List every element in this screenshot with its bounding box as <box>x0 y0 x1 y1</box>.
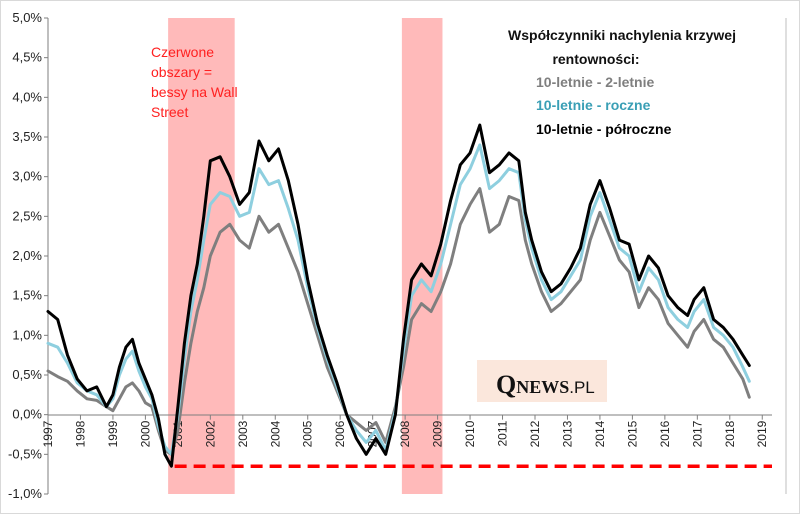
y-tick-label: 3,5% <box>12 129 42 144</box>
annotation-line-2: obszary = <box>151 64 212 80</box>
series-lines <box>46 123 751 468</box>
y-tick-label: 1,5% <box>12 288 42 303</box>
x-tick-label: 2015 <box>625 420 639 447</box>
y-tick-label: 2,5% <box>12 208 42 223</box>
y-tick-label: -0,5% <box>8 446 42 461</box>
x-tick-label: 2004 <box>268 420 282 447</box>
y-tick-label: 0,0% <box>12 407 42 422</box>
logo-background <box>477 360 607 402</box>
y-tick-label: 0,5% <box>12 367 42 382</box>
y-tick-label: 1,0% <box>12 327 42 342</box>
recession-annotation: Czerwone obszary = bessy na Wall Street <box>151 44 238 120</box>
x-tick-label: 2009 <box>431 420 445 447</box>
y-tick-label: 4,0% <box>12 89 42 104</box>
legend-item-10y-1y: 10-letnie - roczne <box>536 97 651 113</box>
x-tick-label: 2016 <box>658 420 672 447</box>
annotation-line-3: bessy na Wall <box>151 84 238 100</box>
annotation-line-4: Street <box>151 104 188 120</box>
x-tick-label: 1999 <box>106 420 120 447</box>
x-tick-label: 2005 <box>301 420 315 447</box>
x-tick-label: 2003 <box>236 420 250 447</box>
x-tick-label: 2018 <box>723 420 737 447</box>
annotation-line-1: Czerwone <box>151 44 214 60</box>
series-line-3 <box>46 123 751 468</box>
legend: Współczynniki nachylenia krzywej rentown… <box>508 27 736 137</box>
legend-title-line-1: Współczynniki nachylenia krzywej <box>508 27 736 43</box>
y-tick-label: 3,0% <box>12 169 42 184</box>
x-tick-label: 2012 <box>528 420 542 447</box>
qnews-logo: QNEWS.PL <box>477 360 607 402</box>
x-tick-label: 1998 <box>73 420 87 447</box>
x-tick-label: 2011 <box>496 420 510 446</box>
legend-title-line-2: rentowności: <box>552 51 639 67</box>
x-tick-label: 2013 <box>560 420 574 447</box>
x-tick-label: 2002 <box>203 420 217 447</box>
y-tick-label: -1,0% <box>8 486 42 501</box>
legend-item-10y-2y: 10-letnie - 2-letnie <box>536 74 654 90</box>
y-axis-ticks: 5,0% 4,5% 4,0% 3,5% 3,0% 2,5% 2,0% 1,5% 1,0% 0,5%… <box>8 10 48 501</box>
x-tick-label: 1997 <box>41 420 55 447</box>
x-tick-label: 2019 <box>755 420 769 447</box>
y-tick-label: 2,0% <box>12 248 42 263</box>
x-tick-label: 2017 <box>690 420 704 447</box>
legend-item-10y-6m: 10-letnie - półroczne <box>536 121 672 137</box>
x-tick-label: 2000 <box>138 420 152 447</box>
logo-text: QNEWS.PL <box>496 370 595 399</box>
x-tick-label: 2010 <box>463 420 477 447</box>
y-tick-label: 5,0% <box>12 10 42 25</box>
series-line-1 <box>46 187 751 456</box>
x-tick-label: 2006 <box>333 420 347 447</box>
y-tick-label: 4,5% <box>12 50 42 65</box>
x-tick-label: 2008 <box>398 420 412 447</box>
x-tick-label: 2014 <box>593 420 607 447</box>
